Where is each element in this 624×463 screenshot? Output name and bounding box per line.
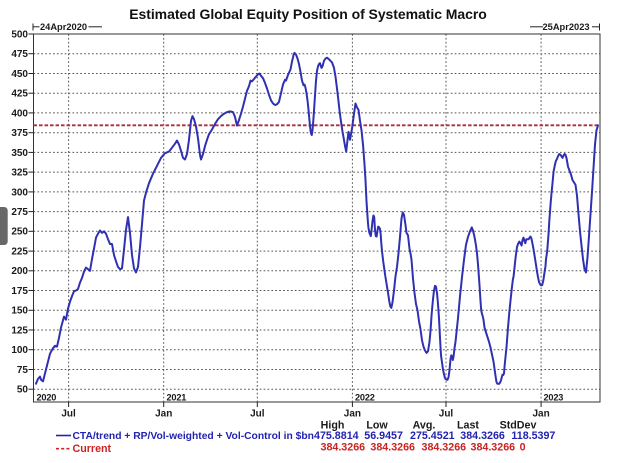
svg-text:375: 375 [11,128,28,139]
svg-text:56.9457: 56.9457 [364,430,403,442]
svg-text:Current: Current [73,443,112,455]
svg-text:100: 100 [11,345,28,356]
svg-text:2022: 2022 [355,393,375,403]
svg-text:350: 350 [11,148,28,159]
svg-text:2020: 2020 [37,393,57,403]
svg-text:275: 275 [11,207,28,218]
svg-text:Estimated Global Equity Positi: Estimated Global Equity Position of Syst… [129,6,487,22]
svg-text:CTA/trend + RP/Vol-weighted +: CTA/trend + RP/Vol-weighted + Vol-Contro… [73,431,314,442]
svg-text:475.8814: 475.8814 [314,430,359,442]
svg-text:125: 125 [11,325,28,336]
svg-text:175: 175 [11,286,28,297]
svg-text:475: 475 [11,49,28,60]
svg-text:400: 400 [11,108,28,119]
svg-text:250: 250 [11,227,28,238]
svg-text:150: 150 [11,306,28,317]
svg-text:Jan: Jan [155,409,172,420]
svg-text:Jul: Jul [250,409,265,420]
svg-text:275.4521: 275.4521 [410,430,455,442]
svg-text:Jul: Jul [61,409,76,420]
svg-text:2023: 2023 [544,393,564,403]
svg-text:425: 425 [11,89,28,100]
svg-text:24Apr2020: 24Apr2020 [40,22,87,32]
svg-text:384.3266: 384.3266 [471,441,516,453]
svg-text:75: 75 [17,365,29,376]
svg-text:450: 450 [11,69,28,80]
svg-text:384.3266: 384.3266 [422,441,467,453]
svg-text:225: 225 [11,247,28,258]
svg-text:High: High [321,419,345,431]
svg-text:Jan: Jan [344,409,361,420]
svg-text:Jul: Jul [439,409,454,420]
svg-text:Avg.: Avg. [413,419,436,431]
svg-text:0: 0 [520,441,526,453]
svg-text:25Apr2023: 25Apr2023 [543,22,590,32]
svg-text:384.3266: 384.3266 [321,441,366,453]
svg-text:118.5397: 118.5397 [511,430,555,442]
svg-text:384.3266: 384.3266 [370,441,415,453]
svg-text:500: 500 [11,29,28,40]
svg-text:325: 325 [11,168,28,179]
svg-text:2021: 2021 [167,393,187,403]
svg-text:Low: Low [366,419,388,431]
svg-text:50: 50 [17,385,29,396]
svg-text:Jan: Jan [532,409,549,420]
svg-text:384.3266: 384.3266 [460,430,505,442]
svg-text:StdDev: StdDev [500,419,537,431]
svg-text:Last: Last [457,419,479,431]
svg-text:200: 200 [11,266,28,277]
svg-text:300: 300 [11,187,28,198]
